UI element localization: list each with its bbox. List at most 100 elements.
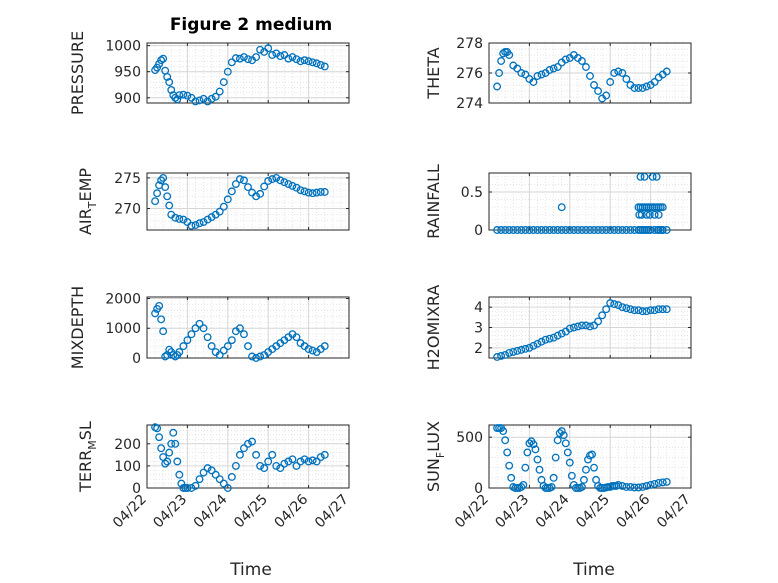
data-point: [501, 436, 510, 445]
data-point: [634, 84, 643, 92]
data-point: [280, 459, 289, 468]
data-point: [565, 226, 574, 234]
data-point: [227, 472, 236, 481]
data-point: [630, 84, 639, 92]
data-point: [231, 461, 240, 470]
data-point: [549, 64, 558, 73]
data-point: [264, 457, 273, 466]
data-point: [199, 468, 208, 477]
data-point: [557, 226, 566, 234]
data-point: [173, 95, 182, 104]
data-point: [235, 450, 244, 459]
data-point: [582, 63, 590, 71]
data-point: [618, 226, 627, 234]
data-point: [533, 339, 542, 348]
data-point: [215, 351, 224, 359]
data-point: [320, 62, 329, 71]
data-point: [157, 56, 166, 65]
data-point: [658, 226, 667, 234]
data-point: [513, 226, 522, 234]
axes-box: [146, 42, 350, 104]
data-point: [300, 187, 309, 196]
data-point: [654, 210, 663, 219]
y-tick-label: 4: [474, 300, 483, 316]
y-axis-label: THETA: [424, 47, 443, 99]
data-point: [163, 192, 172, 201]
data-point: [191, 221, 200, 230]
data-point: [594, 226, 603, 234]
data-point: [557, 203, 566, 212]
data-point: [545, 334, 554, 343]
data-point: [551, 453, 560, 462]
data-point: [223, 484, 232, 492]
y-axis-label: H2OMIXRA: [424, 285, 443, 371]
data-point: [187, 221, 196, 230]
data-point: [577, 226, 586, 234]
data-point: [533, 226, 542, 234]
data-point: [256, 45, 265, 54]
data-point: [244, 342, 252, 351]
data-point: [296, 457, 305, 466]
data-point: [553, 436, 562, 445]
data-point: [606, 299, 615, 308]
y-tick-label: 0: [474, 481, 483, 497]
data-point: [497, 352, 506, 360]
data-point: [590, 81, 598, 89]
data-point: [648, 172, 657, 181]
data-point: [598, 226, 607, 234]
x-tick-label: 04/22: [110, 492, 150, 532]
data-point: [573, 322, 582, 331]
x-tick-label: 04/26: [614, 491, 654, 531]
data-point: [284, 457, 293, 466]
data-point: [195, 319, 204, 328]
data-point: [312, 59, 321, 68]
y-axis-label-main: H2OMIXRA: [424, 285, 443, 371]
data-point: [207, 342, 216, 351]
data-point: [505, 461, 514, 470]
data-point: [272, 173, 281, 182]
data-point: [630, 306, 639, 315]
data-point: [308, 189, 317, 198]
data-point: [577, 321, 586, 330]
y-tick-label: 0: [132, 481, 141, 497]
data-point: [272, 461, 281, 470]
subplot-3: 270 275 AIRTEMP: [76, 168, 350, 235]
data-point: [248, 437, 256, 446]
y-axis-label: PRESSURE: [68, 31, 87, 115]
subplot-4: 0 0.5 RAINFALL: [424, 164, 692, 239]
data-point: [308, 456, 317, 465]
data-point: [662, 305, 671, 314]
data-point: [517, 483, 526, 491]
y-axis-label-main: MIXDEPTH: [68, 286, 87, 369]
data-point: [519, 481, 528, 489]
subplot-6: 2 3 4 H2OMIXRA: [424, 285, 692, 371]
y-axis-label: RAINFALL: [424, 164, 443, 239]
data-point: [642, 307, 651, 316]
data-point: [161, 459, 170, 468]
data-point: [231, 54, 240, 63]
data-point: [602, 226, 611, 234]
y-tick-label: 1000: [105, 321, 141, 337]
data-point: [203, 215, 212, 224]
data-point: [497, 226, 506, 234]
data-point: [316, 453, 325, 462]
data-point: [252, 192, 261, 201]
data-point: [614, 67, 623, 76]
data-point: [553, 226, 562, 234]
data-point: [493, 353, 502, 361]
data-point: [260, 182, 269, 191]
data-point: [244, 183, 252, 192]
data-point: [211, 470, 220, 479]
data-point: [235, 324, 244, 333]
data-point: [582, 321, 590, 330]
data-point: [521, 463, 530, 472]
y-axis-label-main: THETA: [424, 47, 443, 99]
data-point: [525, 439, 534, 448]
data-point: [561, 55, 570, 64]
data-point: [187, 330, 196, 339]
data-point: [614, 226, 623, 234]
data-point: [292, 55, 301, 64]
data-point: [513, 346, 522, 355]
data-point: [187, 484, 196, 492]
data-point: [646, 481, 655, 489]
